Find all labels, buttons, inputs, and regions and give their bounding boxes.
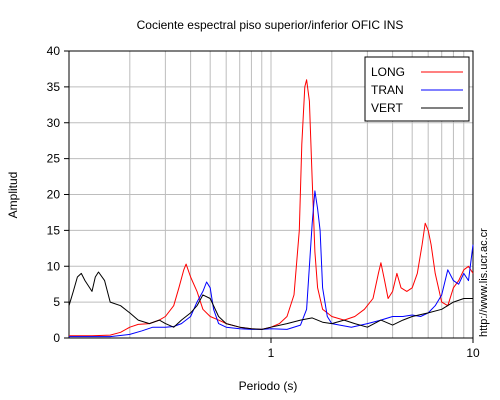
y-tick-label: 35 xyxy=(47,80,61,94)
axis-layer: 0 5 10 15 20 25 30 35 40 1 10 xyxy=(47,44,480,360)
y-tick-label: 25 xyxy=(47,152,61,166)
source-url-watermark: http://www.lis.ucr.ac.cr xyxy=(478,228,490,337)
y-axis-title: Amplitud xyxy=(6,172,20,219)
y-tick-label: 40 xyxy=(47,44,61,58)
legend-box xyxy=(364,56,470,122)
series-line-tran xyxy=(69,190,474,338)
y-tick-label: 5 xyxy=(53,295,60,309)
legend-label-long: LONG xyxy=(371,65,405,79)
y-tick-label: 10 xyxy=(47,259,61,273)
y-tick-label: 30 xyxy=(47,116,61,130)
series-layer xyxy=(68,79,474,338)
legend-label-tran: TRAN xyxy=(371,83,404,97)
y-tick-label: 15 xyxy=(47,223,61,237)
x-tick-label: 1 xyxy=(268,346,275,360)
chart-legend: LONG TRAN VERT xyxy=(364,56,470,122)
chart-title: Cociente espectral piso superior/inferio… xyxy=(137,18,404,32)
series-line-vert xyxy=(68,271,473,330)
series-line-long xyxy=(69,79,474,337)
x-axis-title: Periodo (s) xyxy=(239,379,298,393)
y-tick-label: 0 xyxy=(53,331,60,345)
y-tick-label: 20 xyxy=(47,188,61,202)
x-tick-label: 10 xyxy=(466,346,480,360)
legend-label-vert: VERT xyxy=(371,101,403,115)
